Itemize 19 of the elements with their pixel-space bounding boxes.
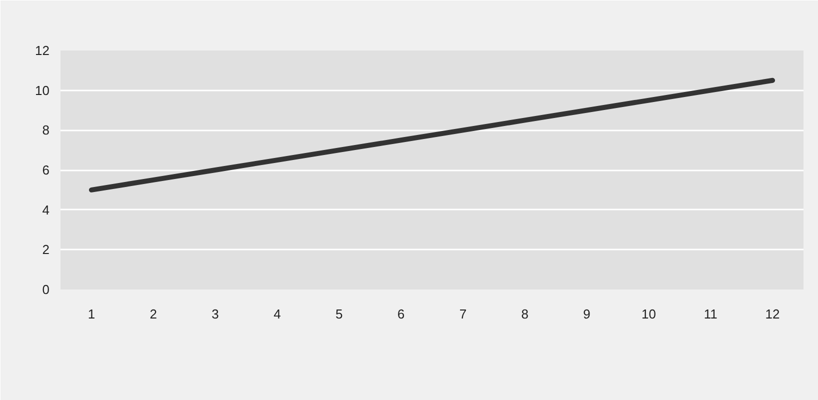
x-tick-label: 12 <box>765 306 780 322</box>
y-tick-label: 10 <box>35 82 50 98</box>
y-tick-label: 12 <box>35 43 50 58</box>
y-tick-label: 4 <box>42 202 50 218</box>
x-tick-label: 2 <box>150 306 157 322</box>
y-tick-label: 6 <box>42 162 50 178</box>
y-tick-label: 0 <box>42 282 50 297</box>
y-tick-label: 8 <box>42 122 50 138</box>
x-tick-label: 6 <box>397 306 405 322</box>
x-tick-label: 7 <box>459 306 467 322</box>
x-tick-label: 4 <box>274 306 281 322</box>
x-tick-label: 11 <box>704 306 718 322</box>
x-tick-label: 10 <box>641 306 656 322</box>
y-tick-label: 2 <box>42 242 50 258</box>
x-tick-label: 5 <box>336 306 343 322</box>
x-tick-label: 8 <box>521 306 528 322</box>
x-tick-label: 3 <box>212 306 219 322</box>
x-tick-label: 1 <box>88 306 96 322</box>
x-tick-label: 9 <box>583 306 590 322</box>
